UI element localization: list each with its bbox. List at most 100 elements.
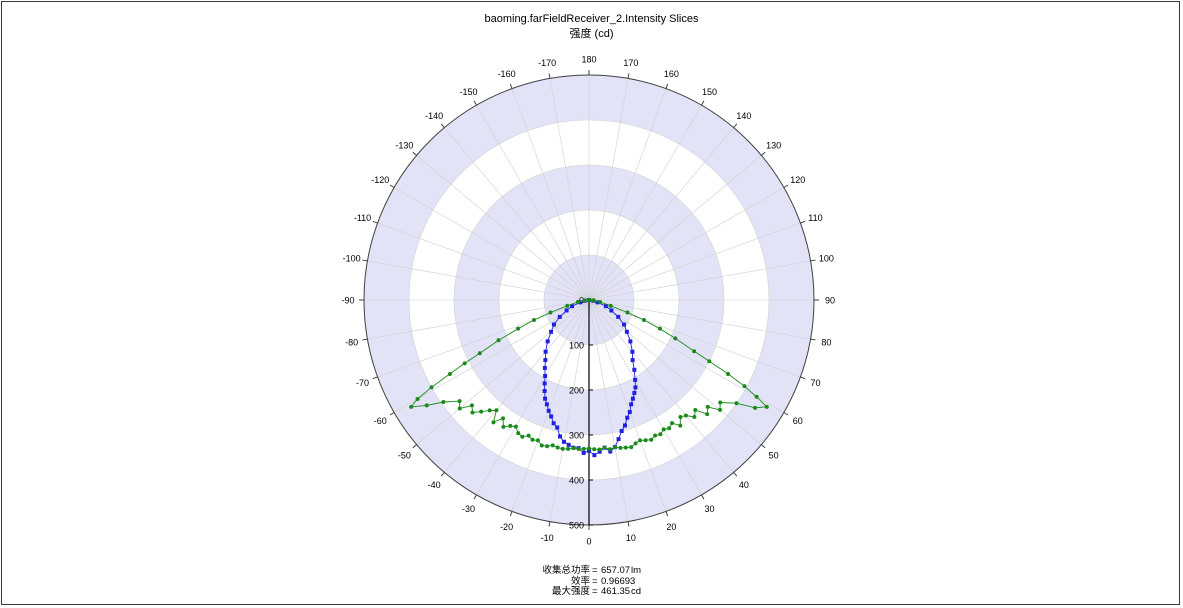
grid-spoke [588, 299, 702, 496]
series-point-1 [742, 384, 747, 389]
grid-spoke [393, 187, 590, 301]
angle-tick [389, 184, 395, 188]
angle-tick-label: -100 [343, 254, 361, 264]
angle-tick-label: -40 [428, 480, 441, 490]
series-point-0 [587, 448, 591, 453]
series-point-1 [726, 371, 731, 376]
angle-tick-label: -120 [371, 175, 389, 185]
series-point-1 [520, 434, 525, 439]
series-point-1 [469, 403, 474, 408]
series-point-0 [543, 396, 548, 401]
series-point-1 [592, 447, 597, 452]
series-point-1 [477, 351, 482, 356]
series-point-1 [638, 438, 643, 443]
grid-spoke [588, 88, 667, 301]
angle-tick-label: 160 [664, 69, 679, 79]
angle-tick [627, 521, 630, 527]
angle-tick-label: -60 [374, 416, 387, 426]
grid-spoke [444, 299, 590, 473]
series-point-0 [545, 339, 550, 344]
radius-tick-label: 200 [569, 386, 584, 396]
angle-tick [509, 83, 513, 89]
series-point-0 [557, 434, 562, 439]
stat-equals: = [592, 565, 598, 576]
angle-tick-label: 100 [819, 254, 834, 264]
grid-spoke [588, 299, 811, 340]
series-point-0 [543, 373, 548, 378]
grid-spoke [393, 299, 590, 413]
angle-tick-label: 50 [769, 450, 779, 460]
grid-spoke [588, 104, 702, 301]
angle-tick-label: -30 [462, 504, 475, 514]
series-point-1 [587, 446, 591, 451]
angle-tick-label: -10 [541, 533, 554, 543]
series-point-0 [557, 314, 562, 319]
series-point-1 [629, 445, 634, 450]
series-point-1 [641, 318, 646, 323]
series-point-0 [543, 349, 548, 354]
series-point-1 [643, 438, 648, 443]
grid-spoke [588, 187, 785, 301]
grid-spoke [549, 299, 590, 522]
series-point-1 [545, 444, 550, 449]
radius-tick-label: 400 [569, 476, 584, 486]
stat-label: 最大强度 [551, 586, 590, 597]
angle-tick [473, 494, 477, 500]
series-point-1 [705, 404, 710, 409]
series-point-0 [595, 300, 600, 305]
angle-tick [810, 338, 816, 341]
series-point-1 [673, 336, 678, 341]
series-point-0 [632, 391, 637, 396]
series-point-0 [629, 402, 634, 407]
angle-tick [701, 494, 705, 500]
angle-tick [733, 472, 738, 477]
series-point-1 [539, 443, 544, 448]
series-point-1 [649, 437, 654, 442]
series-point-1 [623, 445, 628, 450]
series-point-0 [564, 308, 569, 313]
stat-unit: cd [631, 586, 642, 597]
series-point-0 [570, 304, 575, 309]
angle-tick [548, 521, 551, 527]
series-point-1 [734, 401, 739, 406]
angle-tick [548, 73, 551, 79]
series-point-0 [630, 396, 635, 401]
series-point-1 [576, 447, 581, 452]
series-point-1 [575, 299, 580, 304]
radius-tick-label: 300 [569, 431, 584, 441]
series-point-1 [501, 424, 506, 429]
angle-tick [362, 338, 368, 341]
series-point-0 [633, 385, 638, 390]
series-point-1 [516, 431, 521, 436]
series-point-1 [693, 408, 698, 413]
angle-tick-label: 150 [702, 87, 717, 97]
angle-tick [701, 100, 705, 106]
angle-tick [627, 73, 630, 79]
series-point-1 [602, 445, 607, 450]
series-point-1 [598, 299, 603, 304]
grid-spoke [588, 78, 629, 301]
angle-tick-label: -130 [395, 141, 413, 151]
series-point-1 [692, 349, 697, 354]
angle-tick [372, 376, 378, 380]
series-point-1 [667, 426, 672, 431]
series-point-0 [597, 449, 602, 454]
series-point-1 [470, 410, 475, 415]
series-point-1 [754, 394, 759, 399]
series-point-0 [608, 449, 613, 454]
series-point-1 [535, 438, 540, 443]
series-point-1 [612, 445, 617, 450]
stat-equals: = [592, 575, 598, 587]
series-point-1 [581, 446, 586, 451]
angle-tick [783, 184, 789, 188]
grid-spoke [416, 155, 590, 301]
angle-tick-label: -140 [425, 111, 443, 121]
angle-tick [800, 220, 806, 224]
angle-tick [665, 511, 669, 517]
series-point-0 [549, 414, 554, 419]
series-point-1 [764, 404, 769, 409]
series-point-0 [630, 358, 635, 363]
angle-tick-label: 10 [626, 533, 636, 543]
series-point-1 [587, 298, 591, 302]
